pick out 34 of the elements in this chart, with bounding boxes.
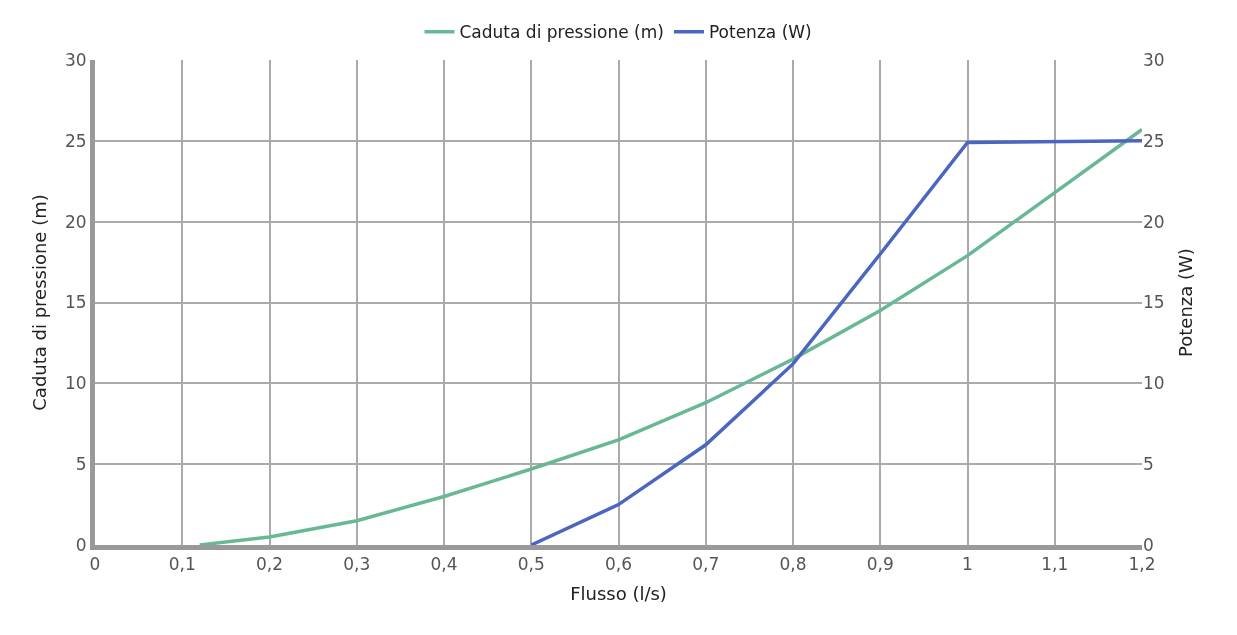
line-series [197,127,1142,545]
x-tick-label: 0,6 [604,554,633,575]
y2-tick-label: 20 [1143,211,1165,232]
legend-label: Caduta di pressione (m) [459,22,664,43]
x-tick-label: 0,3 [343,554,371,575]
y-tick-label: 5 [75,454,87,475]
y2-tick-label: 15 [1143,292,1165,313]
y-tick-label: 25 [64,130,87,151]
y2-tick-label: 25 [1143,130,1165,151]
x-tick-label: 0,4 [430,554,458,575]
y2-tick-label: 30 [1143,49,1165,70]
y-tick-label: 0 [75,534,87,555]
x-tick-label: 0,5 [517,554,545,575]
y-tick-label: 30 [64,49,87,70]
line-series [529,139,1142,545]
x-tick-label: 1,1 [1041,554,1069,575]
x-tick-label: 0,7 [692,554,720,575]
x-tick-label: 0,1 [168,554,196,575]
x-tick-label: 0 [89,554,101,575]
x-tick-label: 1 [962,554,973,575]
legend-label: Potenza (W) [708,22,812,43]
y2-tick-label: 0 [1143,534,1154,555]
y-tick-label: 20 [64,211,87,232]
y-axis-title: Caduta di pressione (m) [29,194,51,411]
y2-tick-label: 10 [1143,373,1165,394]
x-tick-label: 1,2 [1128,554,1156,575]
x-axis-title: Flusso (l/s) [570,582,667,604]
x-tick-label: 0,2 [255,554,284,575]
x-tick-label: 0,9 [866,554,894,575]
y2-tick-label: 5 [1143,454,1154,475]
y-tick-label: 10 [64,373,87,394]
x-tick-label: 0,8 [779,554,807,575]
y2-axis-title: Potenza (W) [1174,248,1196,357]
y-tick-label: 15 [64,292,87,313]
